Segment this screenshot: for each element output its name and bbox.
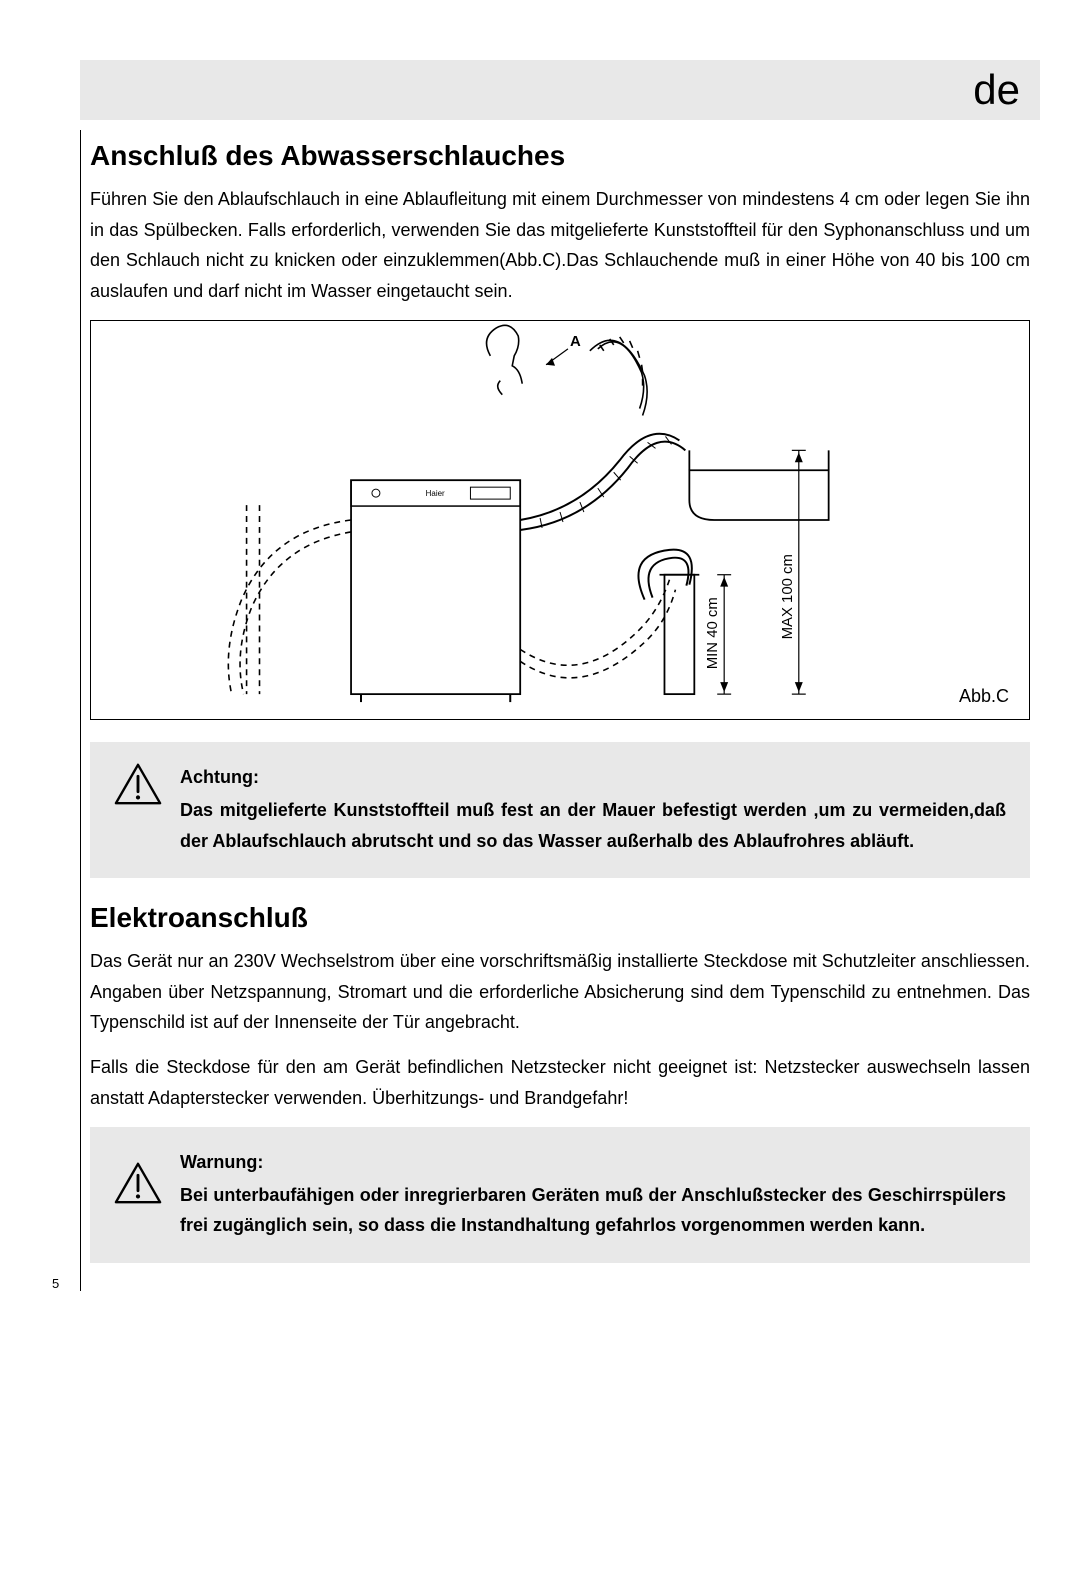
- header-band: de: [80, 60, 1040, 120]
- left-rule: [80, 130, 81, 1291]
- achtung-text: Achtung: Das mitgelieferte Kunststofftei…: [180, 762, 1006, 856]
- language-code: de: [973, 66, 1020, 114]
- section2-body2: Falls die Steckdose für den am Gerät bef…: [90, 1052, 1030, 1113]
- section2-title: Elektroanschluß: [90, 902, 1030, 934]
- achtung-title: Achtung:: [180, 762, 1006, 793]
- achtung-box: Achtung: Das mitgelieferte Kunststofftei…: [90, 742, 1030, 878]
- drain-diagram: A Haier: [91, 321, 1029, 719]
- warning-icon: [114, 1161, 162, 1205]
- marker-a-label: A: [570, 333, 581, 350]
- warnung-body: Bei unterbaufähigen oder inregrierbaren …: [180, 1185, 1006, 1236]
- warnung-text: Warnung: Bei unterbaufähigen oder inregr…: [180, 1147, 1006, 1241]
- warnung-title: Warnung:: [180, 1147, 1006, 1178]
- figure-label: Abb.C: [959, 686, 1009, 707]
- achtung-body: Das mitgelieferte Kunststoffteil muß fes…: [180, 800, 1006, 851]
- section1-body: Führen Sie den Ablaufschlauch in eine Ab…: [90, 184, 1030, 306]
- brand-label: Haier: [426, 489, 445, 498]
- page-number: 5: [52, 1276, 59, 1291]
- section2-body1: Das Gerät nur an 230V Wechselstrom über …: [90, 946, 1030, 1038]
- warning-icon: [114, 762, 162, 806]
- min-height-label: MIN 40 cm: [704, 598, 721, 670]
- page-content: Anschluß des Abwasserschlauches Führen S…: [90, 140, 1030, 1287]
- warnung-box: Warnung: Bei unterbaufähigen oder inregr…: [90, 1127, 1030, 1263]
- max-height-label: MAX 100 cm: [779, 554, 796, 639]
- section1-title: Anschluß des Abwasserschlauches: [90, 140, 1030, 172]
- figure-c: A Haier: [90, 320, 1030, 720]
